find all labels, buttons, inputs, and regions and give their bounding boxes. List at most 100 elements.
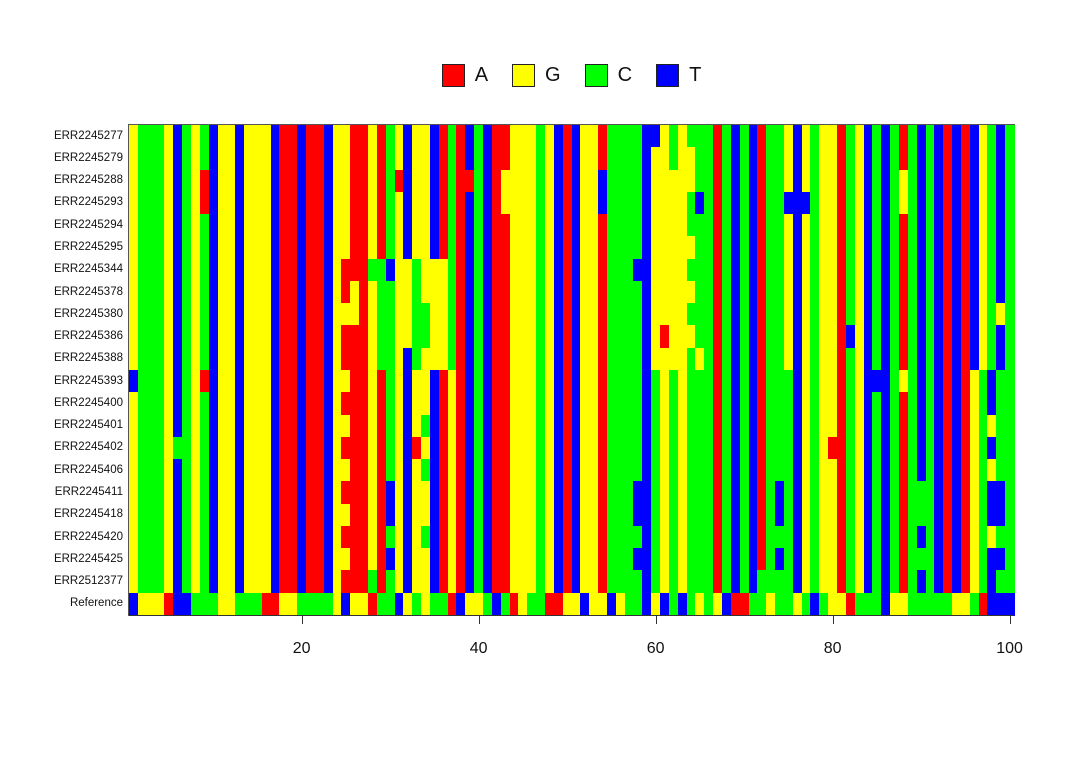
seq-cell [341, 347, 351, 371]
seq-cell [483, 191, 493, 215]
seq-cell [288, 236, 298, 260]
seq-cell [465, 258, 475, 282]
seq-cell [686, 303, 696, 327]
seq-cell [934, 125, 944, 148]
seq-cell [651, 592, 661, 616]
seq-cell [288, 436, 298, 460]
seq-cell [660, 459, 670, 482]
seq-cell [359, 347, 369, 371]
seq-cell [996, 303, 1006, 327]
seq-cell [474, 258, 484, 282]
seq-cell [438, 191, 449, 215]
seq-cell [819, 214, 829, 237]
seq-cell [633, 570, 643, 594]
seq-cell [766, 147, 776, 171]
seq-cell [527, 191, 537, 215]
seq-cell [562, 125, 573, 148]
seq-cell [907, 459, 918, 482]
seq-cell [217, 169, 227, 193]
seq-cell [536, 481, 546, 505]
seq-cell [704, 236, 714, 260]
seq-cell [969, 214, 980, 237]
seq-cell [208, 592, 219, 616]
seq-cell [668, 436, 679, 460]
seq-cell [863, 414, 873, 438]
seq-cell [589, 325, 599, 349]
seq-cell [952, 236, 962, 260]
seq-cell [394, 436, 404, 460]
seq-cell [403, 414, 413, 438]
seq-cell [190, 414, 201, 438]
seq-cell [350, 236, 360, 260]
seq-cell [465, 392, 475, 416]
seq-cell [332, 214, 342, 237]
seq-cell [261, 280, 272, 304]
seq-cell [713, 436, 723, 460]
seq-cell [190, 503, 201, 527]
seq-cell [589, 258, 599, 282]
seq-cell [934, 191, 944, 215]
seq-cell [235, 414, 245, 438]
row-label: ERR2245293 [53, 196, 123, 209]
seq-cell [129, 191, 139, 215]
seq-cell [474, 125, 484, 148]
seq-cell [854, 280, 865, 304]
seq-cell [854, 392, 865, 416]
seq-cell [491, 280, 502, 304]
seq-cell [934, 258, 944, 282]
seq-cell [332, 191, 342, 215]
seq-cell [332, 169, 342, 193]
seq-cell [916, 525, 927, 549]
seq-cell [766, 481, 776, 505]
seq-cell [934, 481, 944, 505]
seq-cell [323, 280, 334, 304]
seq-cell [456, 280, 466, 304]
seq-cell [403, 147, 413, 171]
seq-cell [925, 481, 935, 505]
seq-cell [1005, 592, 1015, 616]
legend-item-g: G [512, 63, 561, 87]
seq-cell [297, 436, 307, 460]
seq-cell [996, 392, 1006, 416]
seq-cell [367, 303, 378, 327]
seq-cell [491, 503, 502, 527]
seq-cell [677, 414, 688, 438]
seq-cell [660, 125, 670, 148]
seq-cell [208, 303, 219, 327]
seq-cell [447, 481, 458, 505]
seq-cell [810, 236, 820, 260]
seq-cell [837, 503, 847, 527]
seq-cell [598, 370, 608, 393]
seq-cell [837, 414, 847, 438]
seq-cell [164, 280, 174, 304]
seq-cell [801, 548, 812, 572]
seq-cell [279, 214, 289, 237]
seq-cell [872, 214, 882, 237]
seq-cell [606, 280, 617, 304]
seq-cell [863, 280, 873, 304]
seq-cell [952, 370, 962, 393]
seq-cell [412, 236, 422, 260]
seq-cell [713, 459, 723, 482]
seq-cell [828, 570, 838, 594]
seq-cell [598, 570, 608, 594]
seq-cell [235, 392, 245, 416]
seq-cell [960, 503, 971, 527]
seq-cell [969, 191, 980, 215]
seq-cell [173, 525, 183, 549]
seq-cell [624, 125, 635, 148]
seq-cell [367, 169, 378, 193]
seq-cell [890, 280, 900, 304]
seq-cell [739, 125, 750, 148]
seq-cell [438, 325, 449, 349]
seq-cell [536, 258, 546, 282]
seq-cell [544, 325, 555, 349]
seq-cell [252, 303, 263, 327]
seq-cell [987, 392, 997, 416]
seq-cell [350, 481, 360, 505]
seq-cell [465, 191, 475, 215]
seq-cell [695, 570, 705, 594]
seq-cell [252, 280, 263, 304]
seq-cell [890, 370, 900, 393]
seq-cell [173, 570, 183, 594]
